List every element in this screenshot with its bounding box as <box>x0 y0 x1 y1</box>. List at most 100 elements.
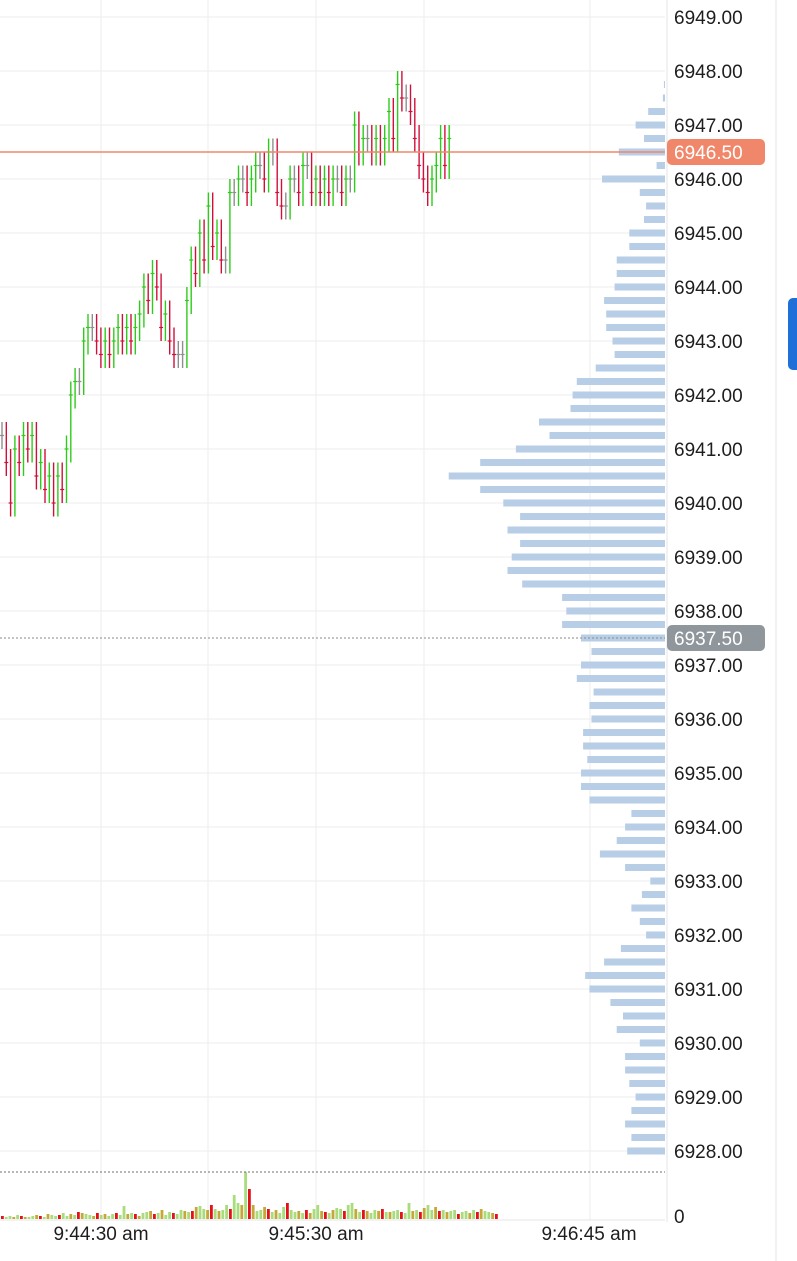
volume-bar <box>248 1189 251 1219</box>
volume-bar <box>54 1216 57 1219</box>
volume-bar <box>464 1211 468 1219</box>
profile-bar <box>604 958 665 966</box>
profile-bar <box>623 1012 665 1020</box>
profile-bar <box>646 931 665 939</box>
profile-bar <box>629 243 665 250</box>
volume-bar <box>255 1211 259 1219</box>
volume-bar <box>476 1212 479 1219</box>
price-tick-label: 6937.00 <box>674 656 743 677</box>
volume-bar <box>491 1213 494 1219</box>
volume-bar <box>479 1209 483 1219</box>
profile-bar <box>507 526 665 534</box>
volume-bar <box>232 1195 236 1219</box>
volume-bar <box>392 1211 396 1219</box>
grid-lines <box>0 0 668 1222</box>
profile-bar <box>602 175 665 183</box>
volume-bar <box>69 1214 73 1219</box>
price-reference-lines <box>0 151 665 639</box>
profile-bar <box>515 445 665 453</box>
price-tick-label: 6938.00 <box>674 602 743 623</box>
volume-bar <box>134 1214 137 1219</box>
volume-bar <box>350 1203 354 1219</box>
volume-bar <box>42 1217 46 1219</box>
last-price-badge-background <box>667 139 765 165</box>
profile-bar <box>663 81 665 88</box>
profile-bar <box>581 634 665 642</box>
volume-bar <box>460 1212 464 1219</box>
volume-bar <box>145 1212 149 1219</box>
volume-bar <box>168 1212 171 1219</box>
volume-bars <box>0 1171 665 1219</box>
time-axis[interactable]: 9:44:30 am 9:45:30 am 9:46:45 am <box>53 1224 636 1245</box>
volume-bar <box>415 1210 418 1219</box>
volume-bar <box>115 1213 118 1219</box>
volume-bar <box>403 1213 407 1219</box>
profile-bar <box>562 621 665 628</box>
volume-bar <box>346 1205 350 1219</box>
volume-bar <box>365 1211 369 1219</box>
volume-bar <box>210 1205 213 1219</box>
volume-bar <box>331 1210 335 1219</box>
price-tick-label: 6930.00 <box>674 1034 743 1055</box>
scrollbar-track[interactable] <box>775 0 777 1261</box>
profile-bar <box>639 1039 665 1047</box>
volume-bar <box>4 1217 8 1219</box>
volume-bar <box>160 1210 164 1219</box>
volume-bar <box>453 1210 456 1219</box>
volume-bar <box>426 1205 430 1219</box>
volume-bar <box>20 1216 23 1219</box>
profile-bar <box>625 1066 665 1074</box>
volume-bar <box>472 1210 475 1219</box>
volume-bar <box>187 1212 190 1219</box>
profile-bar <box>635 1093 665 1101</box>
profile-bar <box>589 985 665 993</box>
volume-bar <box>407 1203 411 1219</box>
profile-bar <box>581 661 665 669</box>
profile-bar <box>480 459 665 466</box>
volume-bar <box>217 1211 221 1219</box>
volume-bar <box>23 1217 27 1219</box>
profile-bar <box>629 229 665 237</box>
time-tick-label: 9:44:30 am <box>53 1224 148 1245</box>
volume-bar <box>259 1210 263 1219</box>
volume-bar <box>293 1212 297 1219</box>
scrollbar-handle[interactable] <box>788 298 797 370</box>
price-tick-label: 6946.00 <box>674 170 743 191</box>
volume-bar <box>297 1211 301 1219</box>
volume-bar <box>118 1215 122 1219</box>
price-tick-label: 6943.00 <box>674 332 743 353</box>
volume-bar <box>111 1214 114 1219</box>
profile-bar <box>614 351 665 358</box>
volume-bar <box>354 1209 358 1219</box>
volume-bar <box>107 1216 111 1219</box>
volume-bar <box>495 1214 498 1219</box>
profile-bar <box>570 405 665 412</box>
volume-bar <box>305 1210 308 1219</box>
profile-bar <box>631 904 665 912</box>
profile-bar <box>539 418 665 426</box>
volume-bar <box>175 1214 179 1219</box>
volume-bar <box>343 1211 346 1219</box>
profile-bar <box>589 702 665 709</box>
volume-bar <box>411 1211 415 1219</box>
profile-bar <box>576 378 665 385</box>
volume-bar <box>388 1212 392 1219</box>
profile-bar <box>520 540 665 547</box>
price-axis[interactable]: 6949.00 6948.00 6947.00 6946.00 6945.00 6944.… <box>667 8 765 1228</box>
volume-bar <box>468 1213 472 1219</box>
profile-bar <box>625 1120 665 1128</box>
profile-bar <box>585 972 665 979</box>
price-tick-label: 6945.00 <box>674 224 743 245</box>
volume-bar <box>27 1217 31 1219</box>
volume-bar <box>308 1213 312 1219</box>
volume-bar <box>31 1216 35 1219</box>
profile-bar <box>625 823 665 831</box>
volume-bar <box>84 1214 88 1219</box>
volume-bar <box>240 1205 244 1219</box>
volume-bar <box>172 1213 175 1219</box>
price-tick-label: 6933.00 <box>674 872 743 893</box>
price-tick-label: 6940.00 <box>674 494 743 515</box>
profile-bar <box>629 1080 665 1087</box>
volume-bar <box>422 1208 426 1219</box>
